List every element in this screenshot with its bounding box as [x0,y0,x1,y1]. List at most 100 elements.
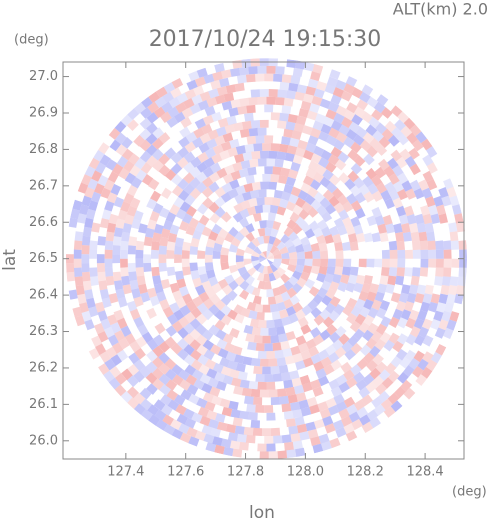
echo-cell [226,290,238,301]
echo-cell [454,213,464,224]
echo-cell [351,114,363,126]
echo-cell [292,204,304,216]
echo-cell [277,450,288,459]
echo-cell [160,394,172,406]
echo-cell [251,255,259,262]
echo-cell [270,204,279,214]
echo-cell [292,237,303,247]
echo-cell [329,225,340,237]
echo-cell [284,238,295,249]
echo-cell [412,267,421,277]
echo-cell [146,383,158,395]
echo-cell [325,161,337,173]
echo-cell [246,104,256,114]
echo-cell [343,136,355,148]
echo-cell [279,198,289,209]
echo-cell [284,355,295,365]
echo-cell [165,379,178,391]
echo-cell [296,115,307,126]
echo-cell [266,254,275,259]
echo-cell [312,258,321,267]
echo-cell [160,228,171,239]
echo-cell [286,59,297,68]
echo-cell [129,165,141,177]
echo-cell [133,102,146,114]
echo-cell [280,167,291,177]
echo-cell [276,241,286,251]
echo-cell [290,433,301,442]
echo-cell [361,111,373,123]
echo-cell [295,360,306,371]
echo-cell [189,177,201,189]
echo-cell [121,231,130,242]
echo-cell [428,301,438,313]
echo-cell [219,357,230,368]
echo-cell [365,124,378,136]
echo-cell [266,319,275,329]
echo-cell [395,300,407,312]
echo-cell [198,291,210,303]
echo-cell [183,322,195,335]
echo-cell [276,326,286,336]
echo-cell [105,231,115,242]
echo-cell [380,316,392,328]
echo-cell [371,206,382,218]
echo-cell [171,77,184,89]
echo-cell [435,267,444,277]
echo-cell [220,261,230,271]
echo-cell [438,319,449,331]
echo-cell [179,432,192,444]
echo-cell [139,150,152,163]
echo-cell [335,427,347,438]
echo-cell [268,89,278,98]
echo-cell [362,373,375,386]
echo-cell [307,206,319,218]
echo-cell [235,145,246,155]
echo-cell [266,412,276,421]
echo-cell [197,354,209,366]
echo-cell [313,314,325,326]
echo-cell [388,370,400,383]
echo-cell [258,254,267,259]
echo-cell [404,155,417,168]
echo-cell [330,94,342,105]
echo-cell [404,349,417,362]
echo-cell [147,287,157,299]
echo-cell [292,223,303,235]
echo-cell [214,135,226,146]
echo-cell [417,358,429,371]
echo-cell [372,353,384,366]
echo-cell [388,173,400,185]
echo-cell [269,244,278,254]
echo-cell [363,232,373,243]
echo-cell [307,135,319,146]
echo-cell [189,328,201,341]
echo-cell [222,374,234,385]
echo-cell [115,288,126,299]
echo-cell [361,421,374,434]
echo-cell [117,209,128,221]
echo-cell [288,193,299,205]
echo-cell [342,216,353,228]
echo-cell [334,266,344,276]
echo-cell [366,409,379,421]
echo-cell [396,267,405,277]
echo-cell [145,372,158,385]
echo-cell [273,189,284,199]
echo-cell [225,351,237,362]
echo-cell [66,271,75,282]
echo-cell [383,165,395,178]
echo-cell [320,250,329,259]
echo-cell [438,187,449,199]
echo-cell [161,404,173,416]
echo-cell [288,425,299,435]
echo-cell [143,254,151,264]
echo-cell [204,262,214,271]
echo-cell [244,112,254,122]
echo-cell [436,204,446,216]
echo-cell [242,151,253,161]
echo-cell [270,334,280,344]
echo-cell [176,338,189,350]
echo-cell [99,154,111,167]
echo-cell [208,276,219,287]
